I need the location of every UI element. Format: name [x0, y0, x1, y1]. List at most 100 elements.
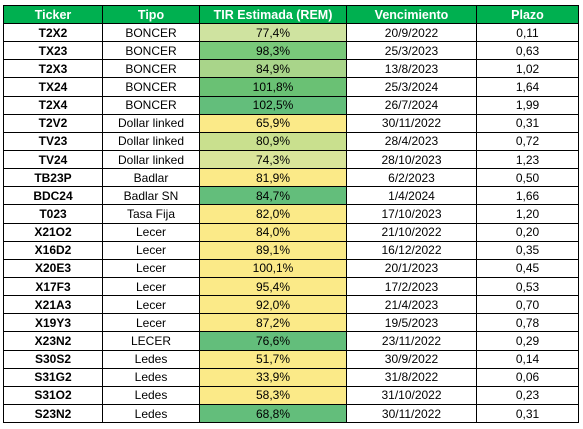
tipo-cell: Lecer — [102, 258, 200, 278]
table-row: S30S2 Ledes 51,7% 30/9/2022 0,14 — [3, 349, 579, 369]
ticker-cell: S23N2 — [3, 403, 103, 424]
tipo-cell: Dollar linked — [102, 113, 200, 133]
vencimiento-cell: 16/12/2022 — [346, 240, 477, 260]
table-body: T2X2 BONCER 77,4% 20/9/2022 0,11 TX23 BONCER 98… — [3, 22, 579, 424]
tipo-cell: Ledes — [102, 349, 200, 369]
ticker-cell: T2X4 — [3, 95, 103, 115]
tipo-cell: Lecer — [102, 313, 200, 333]
header-row: Ticker Tipo TIR Estimada (REM) Vencimien… — [3, 5, 579, 24]
tipo-cell: BONCER — [102, 41, 200, 61]
tir-cell: 87,2% — [199, 313, 347, 333]
plazo-cell: 1,66 — [476, 186, 579, 206]
ticker-cell: T2V2 — [3, 113, 103, 133]
vencimiento-cell: 30/11/2022 — [346, 403, 477, 424]
tipo-cell: Badlar SN — [102, 186, 200, 206]
vencimiento-cell: 25/3/2023 — [346, 41, 477, 61]
table-row: X20E3 Lecer 100,1% 20/1/2023 0,45 — [3, 258, 579, 278]
vencimiento-cell: 13/8/2023 — [346, 59, 477, 79]
ticker-cell: S31G2 — [3, 367, 103, 387]
vencimiento-cell: 21/4/2023 — [346, 295, 477, 315]
ticker-cell: X21A3 — [3, 295, 103, 315]
plazo-cell: 0,70 — [476, 295, 579, 315]
vencimiento-cell: 23/11/2022 — [346, 331, 477, 351]
plazo-cell: 0,11 — [476, 22, 579, 43]
ticker-cell: S31O2 — [3, 385, 103, 405]
table-row: T2X4 BONCER 102,5% 26/7/2024 1,99 — [3, 95, 579, 115]
table-row: S23N2 Ledes 68,8% 30/11/2022 0,31 — [3, 403, 579, 424]
table-row: TV23 Dollar linked 80,9% 28/4/2023 0,72 — [3, 131, 579, 151]
header-ticker: Ticker — [3, 5, 103, 24]
tir-cell: 51,7% — [199, 349, 347, 369]
tir-cell: 102,5% — [199, 95, 347, 115]
vencimiento-cell: 6/2/2023 — [346, 168, 477, 188]
vencimiento-cell: 17/2/2023 — [346, 276, 477, 297]
table-row: S31O2 Ledes 58,3% 31/10/2022 0,23 — [3, 385, 579, 405]
vencimiento-cell: 1/4/2024 — [346, 186, 477, 206]
header-plazo: Plazo — [476, 5, 579, 24]
vencimiento-cell: 31/10/2022 — [346, 385, 477, 405]
tipo-cell: Ledes — [102, 403, 200, 424]
ticker-cell: TV24 — [3, 149, 103, 170]
tipo-cell: BONCER — [102, 95, 200, 115]
tir-cell: 82,0% — [199, 204, 347, 224]
header-vencimiento: Vencimiento — [346, 5, 477, 24]
plazo-cell: 0,20 — [476, 222, 579, 242]
vencimiento-cell: 21/10/2022 — [346, 222, 477, 242]
plazo-cell: 0,78 — [476, 313, 579, 333]
ticker-cell: X17F3 — [3, 276, 103, 297]
vencimiento-cell: 31/8/2022 — [346, 367, 477, 387]
table-row: TX23 BONCER 98,3% 25/3/2023 0,63 — [3, 41, 579, 61]
tir-cell: 81,9% — [199, 168, 347, 188]
tipo-cell: Ledes — [102, 367, 200, 387]
plazo-cell: 0,29 — [476, 331, 579, 351]
table-row: TV24 Dollar linked 74,3% 28/10/2023 1,23 — [3, 149, 579, 170]
ticker-cell: X20E3 — [3, 258, 103, 278]
ticker-cell: S30S2 — [3, 349, 103, 369]
vencimiento-cell: 30/11/2022 — [346, 113, 477, 133]
tir-cell: 98,3% — [199, 41, 347, 61]
tir-cell: 84,9% — [199, 59, 347, 79]
tipo-cell: BONCER — [102, 59, 200, 79]
plazo-cell: 1,20 — [476, 204, 579, 224]
tir-cell: 76,6% — [199, 331, 347, 351]
header-tir: TIR Estimada (REM) — [199, 5, 347, 24]
table-row: T2X3 BONCER 84,9% 13/8/2023 1,02 — [3, 59, 579, 79]
vencimiento-cell: 19/5/2023 — [346, 313, 477, 333]
ticker-cell: T2X3 — [3, 59, 103, 79]
plazo-cell: 0,63 — [476, 41, 579, 61]
tipo-cell: Tasa Fija — [102, 204, 200, 224]
tir-cell: 89,1% — [199, 240, 347, 260]
tir-cell: 74,3% — [199, 149, 347, 170]
tir-cell: 80,9% — [199, 131, 347, 151]
tir-cell: 77,4% — [199, 22, 347, 43]
tir-cell: 33,9% — [199, 367, 347, 387]
table-row: TB23P Badlar 81,9% 6/2/2023 0,50 — [3, 168, 579, 188]
ticker-cell: X19Y3 — [3, 313, 103, 333]
ticker-cell: TB23P — [3, 168, 103, 188]
vencimiento-cell: 28/4/2023 — [346, 131, 477, 151]
tir-cell: 100,1% — [199, 258, 347, 278]
tir-cell: 68,8% — [199, 403, 347, 424]
tir-cell: 92,0% — [199, 295, 347, 315]
plazo-cell: 1,64 — [476, 77, 579, 97]
tir-cell: 65,9% — [199, 113, 347, 133]
vencimiento-cell: 17/10/2023 — [346, 204, 477, 224]
plazo-cell: 0,06 — [476, 367, 579, 387]
tir-cell: 58,3% — [199, 385, 347, 405]
plazo-cell: 0,72 — [476, 131, 579, 151]
plazo-cell: 1,23 — [476, 149, 579, 170]
tipo-cell: Badlar — [102, 168, 200, 188]
vencimiento-cell: 28/10/2023 — [346, 149, 477, 170]
table-row: T023 Tasa Fija 82,0% 17/10/2023 1,20 — [3, 204, 579, 224]
table-row: X17F3 Lecer 95,4% 17/2/2023 0,53 — [3, 276, 579, 297]
table-row: BDC24 Badlar SN 84,7% 1/4/2024 1,66 — [3, 186, 579, 206]
tipo-cell: Lecer — [102, 240, 200, 260]
tipo-cell: Dollar linked — [102, 149, 200, 170]
table-row: TX24 BONCER 101,8% 25/3/2024 1,64 — [3, 77, 579, 97]
tipo-cell: BONCER — [102, 77, 200, 97]
bonds-table: Ticker Tipo TIR Estimada (REM) Vencimien… — [3, 5, 579, 424]
plazo-cell: 0,53 — [476, 276, 579, 297]
plazo-cell: 0,45 — [476, 258, 579, 278]
plazo-cell: 0,35 — [476, 240, 579, 260]
table-row: X21O2 Lecer 84,0% 21/10/2022 0,20 — [3, 222, 579, 242]
